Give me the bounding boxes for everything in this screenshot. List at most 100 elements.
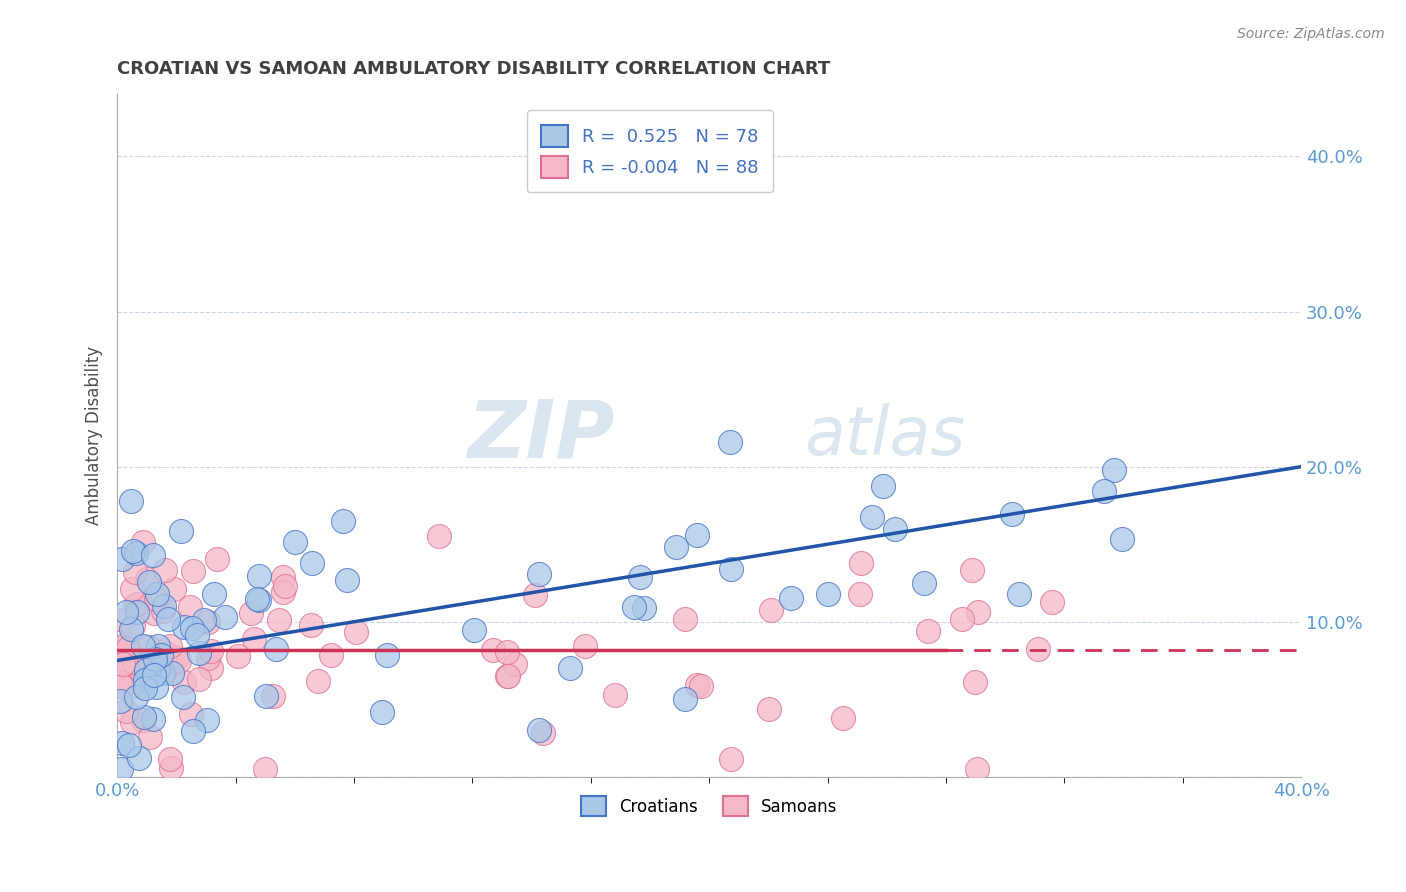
Point: [271, 570, 294, 584]
Point: [205, 552, 228, 566]
Point: [128, 751, 150, 765]
Point: [132, 534, 155, 549]
Point: [884, 522, 907, 536]
Point: [114, 605, 136, 619]
Point: [108, 694, 131, 708]
Point: [332, 514, 354, 528]
Point: [142, 549, 165, 563]
Point: [718, 435, 741, 450]
Point: [524, 588, 547, 602]
Point: [181, 723, 204, 738]
Point: [153, 599, 176, 614]
Point: [142, 713, 165, 727]
Point: [463, 623, 485, 637]
Point: [180, 707, 202, 722]
Point: [529, 567, 551, 582]
Point: [531, 726, 554, 740]
Point: [962, 563, 984, 577]
Point: [195, 713, 218, 727]
Point: [344, 625, 367, 640]
Point: [242, 632, 264, 646]
Point: [112, 613, 135, 627]
Point: [108, 675, 131, 690]
Point: [145, 592, 167, 607]
Point: [1026, 642, 1049, 657]
Point: [145, 681, 167, 695]
Point: [253, 762, 276, 776]
Point: [256, 689, 278, 703]
Point: [114, 705, 136, 719]
Point: [156, 612, 179, 626]
Point: [200, 661, 222, 675]
Point: [912, 576, 935, 591]
Point: [375, 648, 398, 663]
Point: [239, 606, 262, 620]
Point: [152, 666, 174, 681]
Point: [720, 562, 742, 576]
Point: [186, 628, 208, 642]
Point: [197, 615, 219, 630]
Point: [200, 644, 222, 658]
Point: [482, 643, 505, 657]
Point: [110, 762, 132, 776]
Point: [673, 612, 696, 626]
Point: [759, 603, 782, 617]
Point: [138, 640, 160, 655]
Point: [179, 600, 201, 615]
Point: [111, 679, 134, 693]
Text: CROATIAN VS SAMOAN AMBULATORY DISABILITY CORRELATION CHART: CROATIAN VS SAMOAN AMBULATORY DISABILITY…: [117, 60, 831, 78]
Point: [271, 584, 294, 599]
Point: [872, 478, 894, 492]
Point: [965, 674, 987, 689]
Point: [148, 640, 170, 654]
Point: [155, 563, 177, 577]
Point: [336, 573, 359, 587]
Point: [142, 668, 165, 682]
Point: [121, 582, 143, 596]
Point: [125, 546, 148, 560]
Point: [262, 689, 284, 703]
Point: [125, 597, 148, 611]
Point: [780, 591, 803, 605]
Point: [111, 736, 134, 750]
Point: [560, 660, 582, 674]
Point: [110, 552, 132, 566]
Point: [246, 592, 269, 607]
Point: [143, 651, 166, 665]
Point: [917, 624, 939, 638]
Point: [120, 680, 142, 694]
Point: [122, 619, 145, 633]
Point: [141, 669, 163, 683]
Point: [966, 605, 988, 619]
Text: ZIP: ZIP: [467, 397, 614, 475]
Point: [249, 568, 271, 582]
Point: [1001, 507, 1024, 521]
Point: [1007, 587, 1029, 601]
Point: [817, 587, 839, 601]
Point: [860, 509, 883, 524]
Point: [159, 752, 181, 766]
Point: [166, 650, 188, 665]
Point: [202, 587, 225, 601]
Y-axis label: Ambulatory Disability: Ambulatory Disability: [86, 346, 103, 525]
Point: [173, 674, 195, 689]
Point: [139, 730, 162, 744]
Point: [720, 752, 742, 766]
Point: [134, 709, 156, 723]
Point: [247, 593, 270, 607]
Point: [665, 540, 688, 554]
Point: [155, 646, 177, 660]
Point: [146, 586, 169, 600]
Point: [299, 618, 322, 632]
Point: [633, 600, 655, 615]
Point: [197, 651, 219, 665]
Point: [214, 610, 236, 624]
Point: [152, 604, 174, 618]
Point: [131, 678, 153, 692]
Point: [160, 665, 183, 680]
Point: [1111, 532, 1133, 546]
Point: [1040, 595, 1063, 609]
Point: [673, 692, 696, 706]
Point: [124, 655, 146, 669]
Point: [181, 621, 204, 635]
